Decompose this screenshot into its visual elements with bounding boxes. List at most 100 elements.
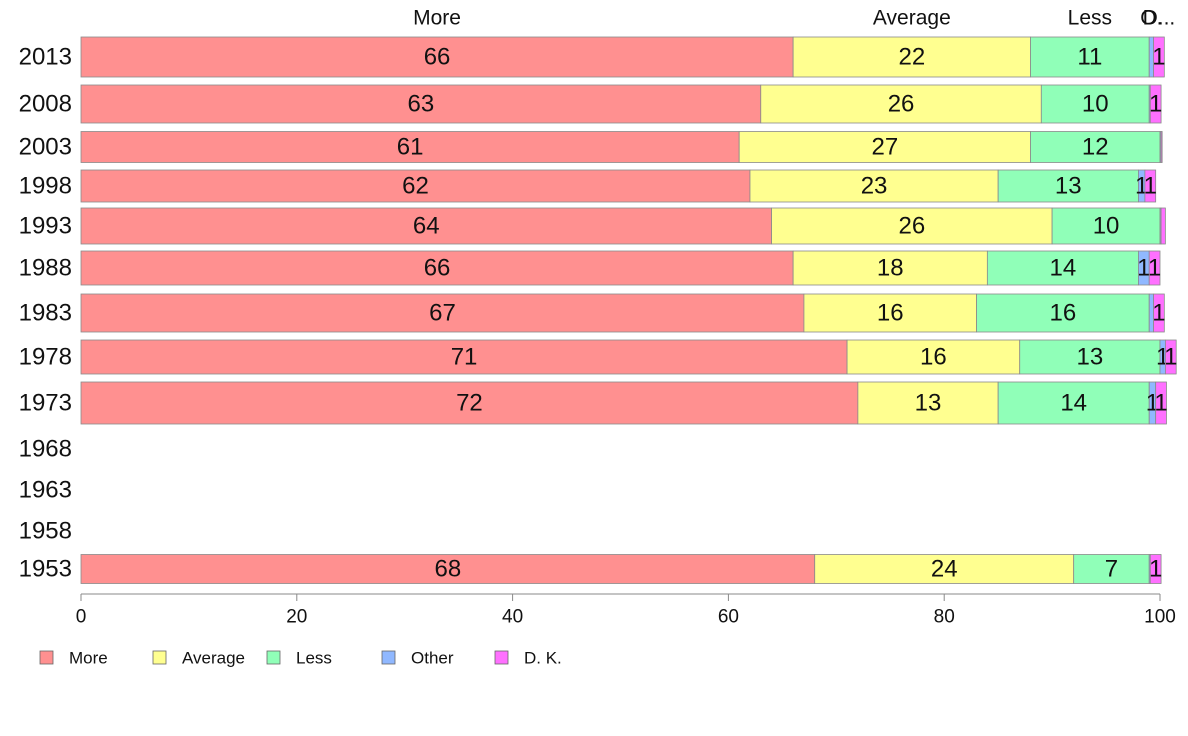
legend-swatch [39, 650, 54, 665]
year-label-1978: 1978 [19, 344, 72, 371]
bar-value-label: 11 [1077, 44, 1102, 71]
bar-segment [1148, 250, 1161, 286]
bar-value-label: 26 [888, 91, 915, 118]
bar-segment [1040, 84, 1150, 124]
year-label-1983: 1983 [19, 300, 72, 327]
bar-segment [749, 169, 999, 203]
bar-value-label: 67 [429, 300, 456, 327]
legend-label: Other [411, 649, 454, 668]
bar-segment [1149, 554, 1162, 584]
bar-segment [1019, 339, 1161, 375]
bar-value-label: 27 [872, 134, 899, 161]
column-header: D... [1143, 7, 1176, 30]
bar-segment [1155, 381, 1167, 425]
bar-value-label: 68 [435, 556, 462, 583]
bar-segment [1153, 36, 1165, 78]
bar-segment [771, 207, 1053, 245]
bar-value-label: 7 [1105, 556, 1118, 583]
bar-value-label: 61 [397, 134, 424, 161]
bar-segment [80, 131, 740, 163]
bar-segment [80, 381, 859, 425]
bar-value-label: 22 [898, 44, 925, 71]
column-header: More [413, 7, 461, 30]
bar-value-label: 26 [898, 213, 925, 240]
bar-segment [1160, 131, 1163, 163]
bar-segment [80, 207, 772, 245]
bar-segment [1144, 169, 1157, 203]
bar-value-label: 64 [413, 213, 440, 240]
bar-segment [80, 293, 805, 333]
bar-segment [1030, 36, 1150, 78]
bar-value-label: 1 [1148, 255, 1161, 282]
column-header: Average [873, 7, 951, 30]
year-label-1973: 1973 [19, 390, 72, 417]
bar-value-label: 24 [931, 556, 958, 583]
bar-value-label: 18 [877, 255, 904, 282]
bar-value-label: 66 [424, 255, 451, 282]
bar-value-label: 10 [1093, 213, 1120, 240]
bar-segment [1160, 207, 1166, 245]
bar-value-label: 62 [402, 173, 429, 200]
legend-label: Average [182, 649, 245, 668]
bar-segment [1149, 84, 1162, 124]
year-label-1963: 1963 [19, 477, 72, 504]
x-tick-label: 80 [934, 607, 955, 628]
legend-swatch [266, 650, 281, 665]
x-tick-label: 0 [76, 607, 87, 628]
bar-value-label: 1 [1149, 91, 1162, 118]
bar-segment [997, 169, 1139, 203]
bar-value-label: 14 [1050, 255, 1077, 282]
legend-label: Less [296, 649, 332, 668]
bar-segment [997, 381, 1150, 425]
legend-swatch [381, 650, 396, 665]
x-tick-label: 100 [1144, 607, 1176, 628]
legend-label: D. K. [524, 649, 562, 668]
column-header: O. [1140, 7, 1162, 30]
bar-segment [1153, 293, 1165, 333]
bar-segment [846, 339, 1021, 375]
year-label-2008: 2008 [19, 91, 72, 118]
bar-value-label: 16 [877, 300, 904, 327]
bar-value-label: 1 [1154, 390, 1167, 417]
bar-segment [80, 169, 751, 203]
bar-segment [986, 250, 1139, 286]
year-label-2003: 2003 [19, 134, 72, 161]
x-tick-label: 20 [286, 607, 307, 628]
bar-value-label: 1 [1149, 556, 1162, 583]
bar-segment [814, 554, 1075, 584]
column-header: Less [1068, 7, 1112, 30]
legend-swatch [152, 650, 167, 665]
bar-segment [1051, 207, 1161, 245]
x-tick-label: 60 [718, 607, 739, 628]
bar-value-label: 1 [1137, 255, 1150, 282]
bar-value-label: 23 [861, 173, 888, 200]
year-label-1958: 1958 [19, 518, 72, 545]
bar-segment [1073, 554, 1150, 584]
bar-segment [80, 339, 848, 375]
legend-label: More [69, 649, 108, 668]
year-label-1993: 1993 [19, 213, 72, 240]
bar-value-label: 1 [1152, 44, 1165, 71]
year-label-1988: 1988 [19, 255, 72, 282]
bar-value-label: 1 [1144, 173, 1157, 200]
bar-value-label: 71 [451, 344, 478, 371]
bar-value-label: 12 [1082, 134, 1109, 161]
bar-value-label: 1 [1164, 344, 1177, 371]
bar-segment [803, 293, 977, 333]
bar-segment [80, 554, 816, 584]
bar-segment [80, 84, 762, 124]
bar-value-label: 13 [915, 390, 942, 417]
year-label-2013: 2013 [19, 44, 72, 71]
bar-value-label: 10 [1082, 91, 1109, 118]
bar-segment [976, 293, 1150, 333]
bar-value-label: 16 [1050, 300, 1077, 327]
bar-value-label: 14 [1060, 390, 1087, 417]
bar-value-label: 63 [408, 91, 435, 118]
bar-segment [857, 381, 999, 425]
bar-segment [792, 250, 988, 286]
year-label-1998: 1998 [19, 173, 72, 200]
bar-value-label: 13 [1077, 344, 1104, 371]
bar-segment [738, 131, 1031, 163]
bar-value-label: 1 [1152, 300, 1165, 327]
